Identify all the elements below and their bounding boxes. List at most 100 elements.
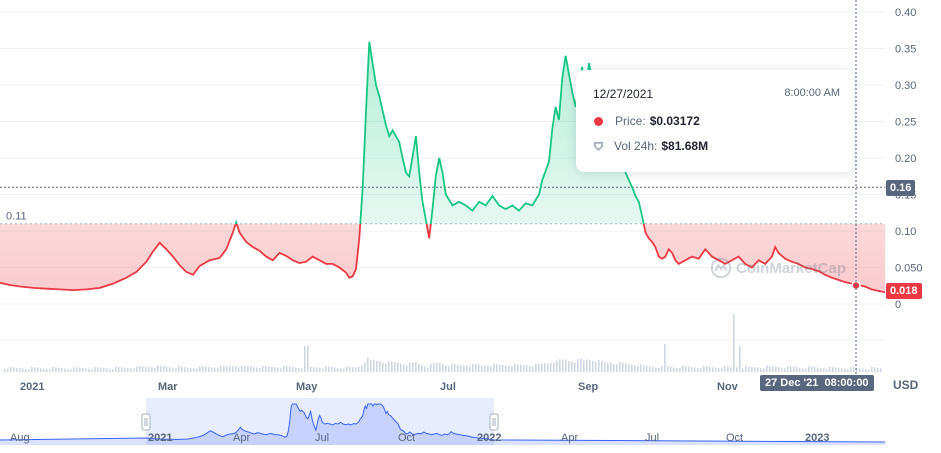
y-tick-label: 0.20 xyxy=(895,153,916,165)
volume-bar xyxy=(7,369,9,372)
volume-bar xyxy=(697,367,699,372)
volume-bar xyxy=(247,366,249,372)
volume-bar xyxy=(535,363,537,372)
volume-bar xyxy=(850,366,852,372)
current-price-badge: 0.018 xyxy=(886,283,922,299)
volume-bar xyxy=(778,367,780,372)
volume-bar xyxy=(193,368,195,372)
volume-bar xyxy=(130,368,132,372)
volume-bar xyxy=(412,362,414,372)
volume-bar xyxy=(415,361,417,372)
volume-bar xyxy=(76,367,78,372)
volume-bar xyxy=(796,367,798,372)
volume-bar xyxy=(616,364,618,372)
volume-bar xyxy=(769,366,771,372)
volume-bar xyxy=(295,367,297,372)
volume-bar xyxy=(664,344,666,372)
volume-bar xyxy=(841,368,843,372)
volume-bar xyxy=(739,346,741,372)
volume-bar xyxy=(97,367,99,372)
volume-bar xyxy=(85,368,87,372)
navigator-label: 2021 xyxy=(148,432,172,444)
volume-bar xyxy=(880,368,882,372)
x-tick-label: Sep xyxy=(578,381,598,393)
volume-bar xyxy=(142,366,144,372)
volume-bar xyxy=(55,367,57,372)
volume-bar xyxy=(70,369,72,372)
volume-bar xyxy=(805,368,807,372)
volume-bar xyxy=(775,366,777,372)
volume-bar xyxy=(400,363,402,372)
volume-bar xyxy=(622,362,624,372)
navigator-label: Jul xyxy=(645,432,659,444)
volume-bar xyxy=(679,368,681,372)
volume-bar xyxy=(73,367,75,372)
watermark-text: CoinMarketCap xyxy=(736,259,847,277)
volume-bar xyxy=(385,363,387,372)
volume-bar xyxy=(334,367,336,372)
range-navigator[interactable]: Aug 2021 Apr Jul Oct 2022 Apr Jul Oct 2023 xyxy=(0,398,886,445)
navigator-handle[interactable] xyxy=(141,413,151,431)
coinmarketcap-logo-icon xyxy=(710,257,732,279)
volume-bar xyxy=(289,366,291,372)
volume-bar xyxy=(163,366,165,372)
volume-bar xyxy=(94,366,96,372)
volume-bar xyxy=(364,362,366,372)
navigator-line xyxy=(0,403,886,443)
volume-bar xyxy=(409,362,411,372)
volume-bars xyxy=(4,314,882,372)
volume-bar xyxy=(430,363,432,372)
volume-bar xyxy=(688,366,690,372)
volume-bar xyxy=(40,368,42,372)
volume-bar xyxy=(691,366,693,372)
volume-bar xyxy=(133,368,135,372)
volume-bar xyxy=(604,361,606,372)
volume-bar xyxy=(46,369,48,372)
volume-bar xyxy=(826,368,828,372)
volume-bar xyxy=(772,366,774,372)
volume-bar xyxy=(190,368,192,372)
volume-bar xyxy=(181,366,183,372)
volume-bar xyxy=(157,365,159,372)
volume-bar xyxy=(61,368,63,372)
volume-bar xyxy=(22,368,24,372)
volume-bar xyxy=(706,366,708,372)
volume-bar xyxy=(103,368,105,372)
volume-bar xyxy=(127,367,129,372)
volume-bar xyxy=(124,367,126,372)
volume-bar xyxy=(562,359,564,372)
volume-bar xyxy=(391,361,393,372)
volume-bar xyxy=(742,368,744,372)
volume-bar xyxy=(238,367,240,372)
volume-bar xyxy=(646,365,648,372)
hover-price-badge: 0.16 xyxy=(886,180,916,196)
volume-bar xyxy=(508,365,510,372)
volume-bar xyxy=(844,368,846,372)
volume-bar xyxy=(658,368,660,372)
volume-bar xyxy=(715,367,717,372)
volume-bar xyxy=(319,367,321,372)
volume-bar xyxy=(367,357,369,372)
price-areas xyxy=(0,41,885,293)
volume-bar xyxy=(49,369,51,372)
volume-bar xyxy=(448,366,450,372)
volume-bar xyxy=(67,369,69,372)
volume-bar xyxy=(184,367,186,372)
coinmarketcap-watermark: CoinMarketCap xyxy=(710,257,846,279)
volume-bar xyxy=(760,368,762,372)
navigator-selection[interactable] xyxy=(146,398,494,445)
volume-bar xyxy=(244,365,246,372)
volume-bar xyxy=(808,366,810,372)
volume-bar xyxy=(820,368,822,372)
volume-bar xyxy=(451,363,453,372)
navigator-handle[interactable] xyxy=(489,413,499,431)
volume-bar xyxy=(427,367,429,372)
volume-bar xyxy=(745,366,747,372)
volume-bar xyxy=(136,366,138,372)
volume-bar xyxy=(811,366,813,372)
volume-bar xyxy=(709,366,711,372)
volume-bar xyxy=(19,368,21,372)
volume-bar xyxy=(208,367,210,372)
